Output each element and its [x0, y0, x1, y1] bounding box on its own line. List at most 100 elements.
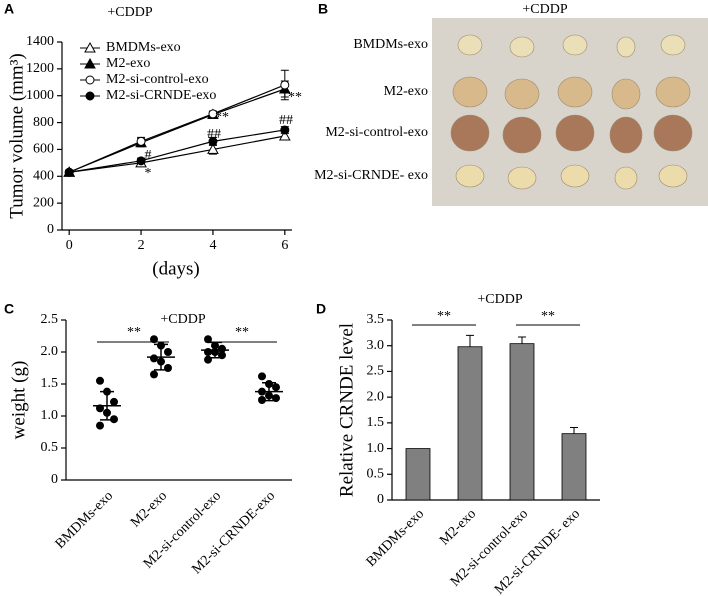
tumor — [504, 78, 540, 110]
legend-marker — [84, 57, 96, 69]
x-tick-label: 0 — [66, 238, 73, 253]
dot — [204, 348, 212, 356]
series-line — [69, 129, 285, 173]
dot — [164, 364, 172, 372]
legend-label: M2-si-CRNDE-exo — [106, 88, 216, 103]
tumor — [658, 164, 688, 188]
sd-bar — [262, 381, 276, 402]
annotation: ** — [235, 325, 249, 340]
marker — [280, 125, 290, 135]
annotation: * — [145, 166, 152, 181]
error-bar — [570, 426, 578, 434]
x-tick-label: 6 — [281, 238, 288, 253]
annotation: ** — [215, 110, 229, 125]
legend-marker — [85, 75, 95, 85]
y-tick-label: 3.5 — [367, 312, 385, 327]
dot — [150, 354, 158, 363]
x-axis-title: (days) — [152, 258, 199, 279]
series-line — [68, 88, 286, 173]
tumor — [502, 116, 542, 154]
y-tick-label: 2.0 — [367, 389, 385, 404]
marker — [278, 129, 291, 141]
annotation: ** — [127, 325, 141, 340]
x-tick-label: M2-exo — [128, 488, 170, 530]
dot — [204, 335, 212, 344]
bar — [561, 433, 587, 501]
marker — [208, 109, 218, 119]
annotation: # — [145, 148, 152, 163]
tumor — [507, 166, 537, 190]
y-tick-label: 1400 — [26, 34, 54, 49]
y-tick-label: 0.5 — [41, 440, 59, 455]
annotation: ** — [541, 309, 555, 324]
y-tick-label: 1.5 — [41, 376, 59, 391]
series-line — [68, 84, 286, 173]
x-tick-label: 2 — [138, 238, 145, 253]
y-tick-label: 0 — [47, 222, 54, 237]
panel-letter: B — [318, 1, 328, 17]
x-tick-label: 4 — [209, 238, 216, 253]
y-tick-label: 0 — [377, 492, 384, 507]
tumor — [655, 76, 691, 108]
dot — [96, 421, 104, 430]
legend-marker — [84, 41, 96, 53]
panel-letter: A — [4, 1, 14, 17]
legend-label: M2-si-control-exo — [106, 72, 209, 87]
dot — [96, 376, 104, 385]
tumors — [450, 34, 693, 190]
marker — [136, 136, 146, 146]
tumor — [555, 114, 595, 152]
marker — [64, 167, 74, 177]
y-tick-label: 600 — [33, 142, 54, 157]
error-bar — [466, 334, 474, 347]
y-tick-label: 3.0 — [367, 338, 385, 353]
marker — [136, 156, 146, 166]
chart-title: +CDDP — [107, 5, 152, 20]
chart-title: +CDDP — [160, 312, 205, 327]
tumor — [452, 76, 488, 108]
dot — [150, 335, 158, 344]
tumor — [455, 164, 485, 188]
legend-label: M2-exo — [106, 56, 150, 71]
sd-bar — [100, 390, 114, 421]
tumor — [557, 76, 593, 108]
dot — [272, 383, 280, 392]
y-tick-label: 1000 — [26, 88, 54, 103]
sd-bar — [154, 343, 168, 371]
panel-letter: C — [4, 301, 14, 317]
dot — [258, 372, 266, 381]
annotation: ## — [207, 127, 221, 142]
y-tick-label: 1200 — [26, 61, 54, 76]
y-tick-label: 400 — [33, 169, 54, 184]
marker — [207, 143, 219, 154]
annotation: ** — [288, 90, 302, 105]
dot — [110, 397, 118, 406]
x-tick-label: M2-exo — [437, 506, 479, 548]
tumor — [457, 34, 483, 56]
x-tick-label: BMDMs-exo — [53, 488, 116, 551]
series-line — [69, 135, 285, 173]
error-bar — [518, 336, 526, 344]
annotation: ## — [279, 113, 293, 128]
y-tick-label: 2.5 — [41, 312, 59, 327]
x-tick-label: BMDMs-exo — [364, 506, 427, 569]
y-tick-label: 800 — [33, 115, 54, 130]
legend-marker — [85, 91, 95, 101]
row-label: M2-si-control-exo — [325, 125, 428, 140]
dot — [204, 355, 212, 364]
tumor — [509, 36, 535, 58]
y-tick-label: 0.5 — [367, 467, 385, 482]
tumor — [660, 34, 686, 56]
y-tick-label: 1.0 — [41, 408, 59, 423]
tumor — [653, 114, 693, 152]
bar — [457, 346, 483, 501]
tumor — [614, 166, 638, 190]
legend-label: BMDMs-exo — [106, 40, 181, 55]
chart-title: +CDDP — [477, 292, 522, 307]
annotation: ** — [437, 309, 451, 324]
marker — [208, 136, 218, 146]
y-axis-title: Relative CRNDE level — [336, 323, 357, 497]
row-label: BMDMs-exo — [353, 37, 428, 52]
y-axis-title: weight (g) — [8, 361, 29, 440]
